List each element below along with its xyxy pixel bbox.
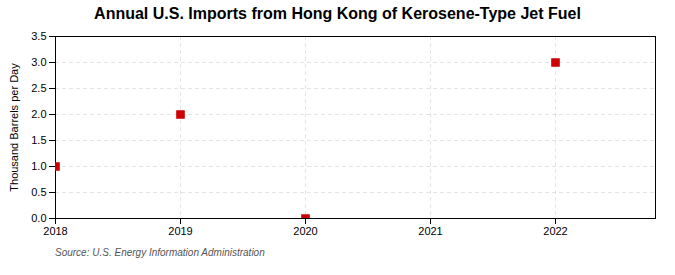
svg-text:2.5: 2.5 — [31, 82, 46, 94]
svg-text:2018: 2018 — [43, 225, 67, 237]
svg-text:3.0: 3.0 — [31, 56, 46, 68]
html-text:Source: U.S. Energy Informatio: Source: U.S. Energy Information Administ… — [55, 247, 265, 258]
svg-text:2020: 2020 — [293, 225, 317, 237]
svg-text:1.0: 1.0 — [31, 160, 46, 172]
svg-text:0.0: 0.0 — [31, 212, 46, 224]
svg-text:2.0: 2.0 — [31, 108, 46, 120]
svg-text:1.5: 1.5 — [31, 134, 46, 146]
html-text:Annual U.S. Imports from Hong: Annual U.S. Imports from Hong Kong of Ke… — [94, 5, 581, 22]
svg-text:2021: 2021 — [418, 225, 442, 237]
svg-text:Thousand Barrels per Day: Thousand Barrels per Day — [8, 63, 20, 192]
svg-text:2022: 2022 — [543, 225, 567, 237]
svg-text:3.5: 3.5 — [31, 30, 46, 42]
svg-text:2019: 2019 — [168, 225, 192, 237]
svg-text:0.5: 0.5 — [31, 186, 46, 198]
